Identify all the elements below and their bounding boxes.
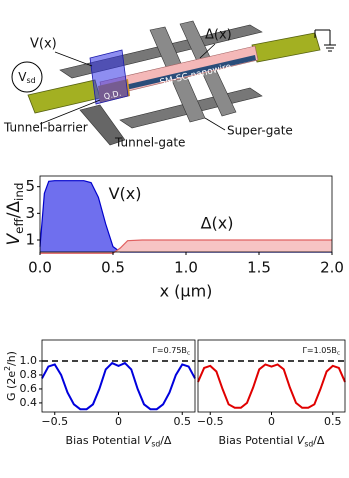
- x-tick-label: 0.5: [324, 415, 342, 428]
- right-lead: [251, 32, 321, 63]
- x-tick-label: 0: [115, 415, 122, 428]
- supergate-label: Super-gate: [227, 124, 293, 138]
- potential-box: [89, 49, 129, 105]
- v-label: V(x): [30, 37, 57, 52]
- line: [41, 361, 196, 411]
- y-tick-label: 1.0: [20, 354, 38, 367]
- tunnel-gate: [79, 104, 126, 146]
- leader: [39, 99, 101, 125]
- label-part: c: [337, 350, 340, 356]
- vsd-sub: sd: [26, 76, 35, 85]
- series-label: V(x): [109, 184, 142, 203]
- rich-label: Veff/Δind: [4, 183, 26, 246]
- x-tick-label: 0: [268, 415, 275, 428]
- label-part: c: [187, 350, 190, 356]
- barrier-label: Tunnel-barrier: [3, 121, 88, 135]
- y-tick-label: 1: [25, 231, 35, 249]
- label-part: /Δ: [160, 434, 172, 447]
- label-part: G (2e: [5, 371, 18, 401]
- delta-label: Δ(x): [205, 28, 232, 43]
- y-tick-label: 0.6: [20, 382, 38, 395]
- qd-label: Q.D.: [103, 89, 122, 102]
- vsd-circle: [11, 61, 43, 93]
- y-tick-label: 0.8: [20, 368, 38, 381]
- label-part: ind: [12, 183, 26, 201]
- label-part: sd: [304, 439, 313, 448]
- line: [197, 363, 346, 409]
- label-part: Bias Potential: [219, 434, 297, 447]
- leader: [204, 117, 226, 131]
- leader: [54, 51, 93, 67]
- device-schematic: Vsd V(x) Δ(x) Q.D. SM-SC nanowire Super-…: [3, 20, 336, 150]
- vsd-label: Vsd: [18, 70, 35, 85]
- label-part: /Δ: [313, 434, 325, 447]
- x-tick-label: 0.5: [174, 415, 192, 428]
- tunnelgate-label: Tunnel-gate: [114, 136, 185, 150]
- y-tick-label: 0.4: [20, 396, 38, 409]
- nanowire-core: [125, 55, 256, 90]
- y-tick-label: 3: [25, 204, 35, 222]
- rich-label: G (2e2/h): [3, 351, 18, 401]
- label-part: eff: [12, 217, 26, 233]
- label-part: V: [297, 434, 306, 447]
- label-part: V: [4, 232, 24, 245]
- area: [40, 180, 332, 252]
- x-tick-label: −0.5: [41, 415, 68, 428]
- label-part: sd: [151, 439, 160, 448]
- label-part: Γ=1.05B: [302, 346, 336, 355]
- x-axis-label: x (μm): [160, 282, 213, 301]
- label-part: Γ=0.75B: [152, 346, 186, 355]
- rich-label: Bias Potential Vsd/Δ: [219, 434, 325, 448]
- label-part: V: [144, 434, 153, 447]
- label-part: Bias Potential: [66, 434, 144, 447]
- y-tick-label: 5: [25, 177, 35, 195]
- leader: [199, 43, 216, 59]
- x-tick-label: 1.0: [174, 259, 198, 277]
- label-part: /h): [5, 351, 18, 366]
- area: [40, 240, 332, 254]
- label-part: 2: [3, 366, 12, 371]
- x-tick-label: 1.5: [247, 259, 271, 277]
- rich-label: Γ=0.75Bc: [152, 346, 190, 356]
- series-label: Δ(x): [201, 214, 234, 233]
- x-tick-label: −0.5: [197, 415, 224, 428]
- rich-label: Γ=1.05Bc: [302, 346, 340, 356]
- x-tick-label: 0.5: [101, 259, 125, 277]
- vsd-main: V: [18, 70, 27, 84]
- x-tick-label: 0.0: [28, 259, 52, 277]
- x-tick-label: 2.0: [320, 259, 344, 277]
- line: [40, 239, 332, 254]
- label-part: /Δ: [4, 201, 24, 219]
- rich-label: Bias Potential Vsd/Δ: [66, 434, 172, 448]
